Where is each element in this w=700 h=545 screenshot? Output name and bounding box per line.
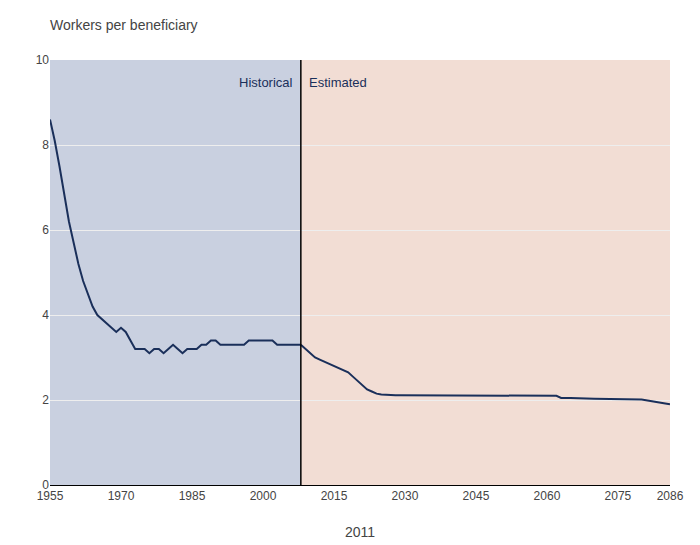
svg-text:2: 2 xyxy=(42,393,49,407)
svg-text:2075: 2075 xyxy=(605,489,632,503)
svg-text:1985: 1985 xyxy=(179,489,206,503)
svg-text:2011: 2011 xyxy=(345,524,375,540)
svg-text:Historical: Historical xyxy=(239,75,293,90)
svg-text:2030: 2030 xyxy=(392,489,419,503)
svg-text:8: 8 xyxy=(42,138,49,152)
svg-text:2060: 2060 xyxy=(534,489,561,503)
svg-text:2086: 2086 xyxy=(657,489,684,503)
svg-text:2000: 2000 xyxy=(250,489,277,503)
svg-text:Estimated: Estimated xyxy=(309,75,367,90)
svg-text:2045: 2045 xyxy=(463,489,490,503)
svg-text:Workers per beneficiary: Workers per beneficiary xyxy=(50,17,198,33)
svg-text:10: 10 xyxy=(36,53,50,67)
svg-text:4: 4 xyxy=(42,308,49,322)
svg-text:6: 6 xyxy=(42,223,49,237)
svg-text:2015: 2015 xyxy=(321,489,348,503)
svg-text:1955: 1955 xyxy=(37,489,64,503)
svg-text:0: 0 xyxy=(42,478,49,492)
svg-text:1970: 1970 xyxy=(108,489,135,503)
